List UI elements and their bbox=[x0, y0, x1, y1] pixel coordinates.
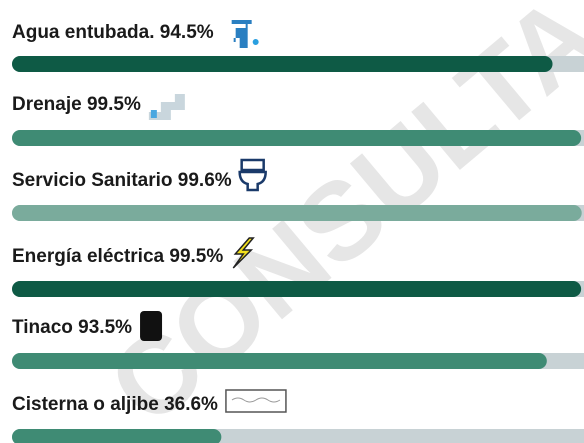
icon-tank bbox=[140, 311, 163, 341]
icon-waves bbox=[231, 397, 281, 403]
bar bbox=[12, 353, 547, 369]
row: Cisterna o aljibe 36.6% bbox=[12, 389, 584, 443]
icon-faucet bbox=[221, 20, 252, 48]
icon-drop bbox=[252, 39, 259, 45]
row-label: Energía eléctrica 99.5% bbox=[12, 246, 223, 267]
category: Drenaje bbox=[12, 94, 82, 115]
category: Tinaco bbox=[12, 317, 73, 338]
row-label: Cisterna o aljibe 36.6% bbox=[12, 394, 218, 415]
value-label: 93.5% bbox=[78, 317, 132, 338]
row-label: Drenaje 99.5% bbox=[12, 94, 141, 115]
row: Tinaco 93.5% bbox=[12, 311, 584, 369]
row-label: Servicio Sanitario 99.6% bbox=[12, 170, 232, 191]
row: Agua entubada. 94.5% bbox=[12, 20, 584, 72]
category: Energía eléctrica bbox=[12, 246, 165, 267]
bar bbox=[12, 56, 553, 72]
row: Energía eléctrica 99.5% bbox=[12, 237, 584, 297]
bar bbox=[12, 281, 582, 297]
value-label: 36.6% bbox=[164, 394, 218, 415]
value-label: 99.5% bbox=[169, 246, 223, 267]
icon-pipe bbox=[148, 94, 185, 120]
row: Servicio Sanitario 99.6% bbox=[12, 158, 584, 221]
row: Drenaje 99.5% bbox=[12, 94, 584, 146]
row-label: Tinaco 93.5% bbox=[12, 317, 132, 338]
icon-toilet bbox=[238, 158, 267, 192]
value-label: 99.5% bbox=[87, 94, 141, 115]
value-label: 99.6% bbox=[178, 170, 232, 191]
bar bbox=[12, 130, 582, 146]
category: Agua entubada. bbox=[12, 22, 155, 43]
bar bbox=[12, 429, 222, 443]
value-label: 94.5% bbox=[160, 22, 214, 43]
bar bbox=[12, 205, 582, 221]
icon-water bbox=[150, 110, 157, 118]
category: Cisterna o aljibe bbox=[12, 394, 159, 415]
category: Servicio Sanitario bbox=[12, 170, 178, 191]
icon-cistern bbox=[225, 389, 287, 413]
row-label: Agua entubada. 94.5% bbox=[12, 22, 214, 43]
icon-bolt bbox=[232, 237, 255, 269]
